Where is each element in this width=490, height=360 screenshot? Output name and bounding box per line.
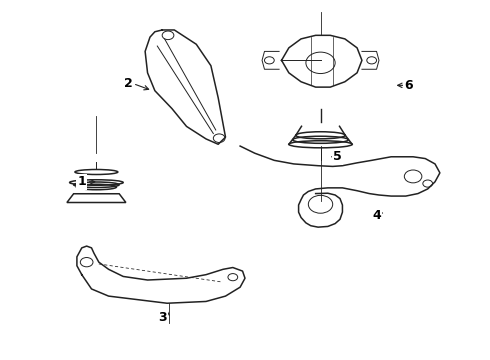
Text: 4: 4 bbox=[372, 209, 381, 222]
Text: 1: 1 bbox=[77, 175, 86, 188]
Text: 5: 5 bbox=[333, 150, 342, 163]
Text: 3: 3 bbox=[158, 311, 167, 324]
Text: 6: 6 bbox=[404, 79, 413, 92]
Text: 2: 2 bbox=[123, 77, 132, 90]
